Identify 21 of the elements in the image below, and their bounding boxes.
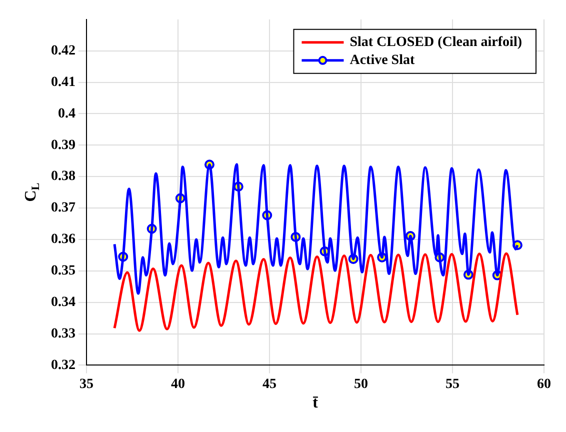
y-tick-label: 0.33 xyxy=(51,326,76,342)
y-tick-label: 0.4 xyxy=(58,106,76,122)
y-tick-label: 0.35 xyxy=(51,264,76,278)
x-tick-label: 35 xyxy=(80,377,94,392)
y-tick-label: 0.37 xyxy=(51,200,76,216)
y-tick-label: 0.41 xyxy=(51,74,76,90)
x-tick-label: 40 xyxy=(171,377,185,392)
y-tick-label: 0.32 xyxy=(51,358,76,373)
x-tick-label: 50 xyxy=(354,377,368,392)
y-tick-label: 0.38 xyxy=(51,169,76,184)
x-axis-title: t̄ xyxy=(312,394,319,412)
x-tick-label: 60 xyxy=(537,377,551,392)
y-tick-label: 0.36 xyxy=(51,232,76,248)
x-tick-label: 45 xyxy=(262,377,276,392)
y-axis-title: CL xyxy=(22,182,42,202)
legend-label: Slat CLOSED (Clean airfoil) xyxy=(350,35,522,50)
y-tick-label: 0.42 xyxy=(51,43,76,58)
legend-label: Active Slat xyxy=(350,53,415,68)
y-tick-label: 0.34 xyxy=(51,294,76,310)
x-tick-label: 55 xyxy=(446,377,460,392)
y-tick-label: 0.39 xyxy=(51,138,76,153)
